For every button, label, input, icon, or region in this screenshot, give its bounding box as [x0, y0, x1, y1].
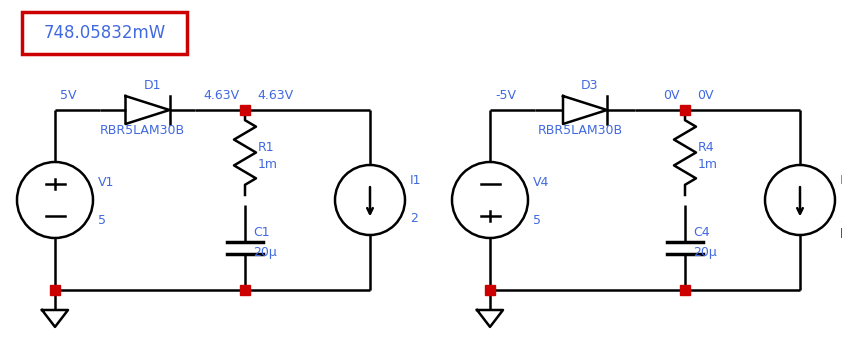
Text: 5V: 5V: [60, 89, 77, 102]
Text: 748.05832mW: 748.05832mW: [44, 24, 166, 42]
Text: load: load: [840, 228, 842, 241]
Text: C1: C1: [253, 226, 269, 239]
Text: V1: V1: [98, 176, 115, 189]
Text: C4: C4: [693, 226, 710, 239]
Text: I4: I4: [840, 174, 842, 187]
Text: RBR5LAM30B: RBR5LAM30B: [100, 124, 185, 137]
Text: 5: 5: [533, 213, 541, 226]
Text: 1m: 1m: [698, 158, 718, 171]
Text: 2: 2: [840, 211, 842, 224]
Text: 4.63V: 4.63V: [204, 89, 240, 102]
Text: 0V: 0V: [697, 89, 713, 102]
FancyBboxPatch shape: [22, 12, 187, 54]
Text: V4: V4: [533, 176, 549, 189]
Text: 0V: 0V: [663, 89, 680, 102]
Text: -5V: -5V: [495, 89, 516, 102]
Text: RBR5LAM30B: RBR5LAM30B: [537, 124, 622, 137]
Text: 20μ: 20μ: [693, 246, 717, 259]
Text: D3: D3: [581, 79, 599, 92]
Text: D1: D1: [144, 79, 162, 92]
Text: 1m: 1m: [258, 158, 278, 171]
Text: 20μ: 20μ: [253, 246, 277, 259]
Text: 5: 5: [98, 213, 106, 226]
Text: 2: 2: [410, 211, 418, 224]
Text: R1: R1: [258, 141, 274, 154]
Text: R4: R4: [698, 141, 715, 154]
Text: 4.63V: 4.63V: [257, 89, 293, 102]
Text: I1: I1: [410, 174, 422, 187]
